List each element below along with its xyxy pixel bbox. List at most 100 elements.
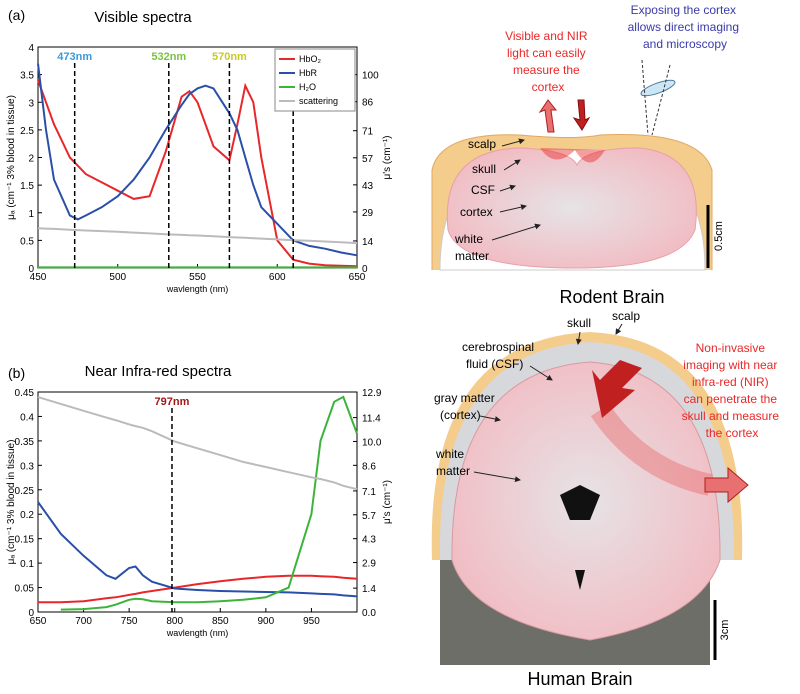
annotation-label: 797nm — [155, 396, 190, 408]
y2-tick-label: 10.0 — [362, 437, 382, 448]
y-tick-label: 0.4 — [20, 412, 34, 423]
y-tick-label: 0.3 — [20, 461, 34, 472]
y-tick-label: 0 — [28, 608, 34, 619]
scale-label: 3cm — [719, 620, 731, 641]
ventricle — [575, 570, 585, 590]
label: cerebrospinal — [462, 340, 534, 354]
note-blue: Exposing the cortex allows direct imagin… — [628, 3, 743, 51]
y-tick-label: 0 — [28, 264, 34, 275]
y-tick-label: 0.15 — [15, 535, 35, 546]
y-tick-label: 0.35 — [15, 437, 35, 448]
scale-label: 0.5cm — [713, 221, 725, 251]
x-tick-label: 850 — [212, 616, 229, 627]
note-line: cortex — [532, 80, 565, 94]
label: scalp — [468, 137, 496, 151]
note-line: and microscopy — [643, 37, 727, 51]
x-tick-label: 950 — [303, 616, 320, 627]
x-tick-label: 900 — [258, 616, 275, 627]
label: (cortex) — [440, 408, 481, 422]
y2-tick-label: 100 — [362, 71, 379, 82]
x-tick-label: 750 — [121, 616, 138, 627]
y-tick-label: 0.1 — [20, 559, 34, 570]
y-tick-label: 0.45 — [15, 388, 35, 399]
legend-label: H₂O — [299, 82, 316, 92]
y-axis-label: μₐ (cm⁻¹ 3% blood in tissue) — [6, 95, 17, 220]
y2-tick-label: 0 — [362, 264, 368, 275]
chart: (b) Near Infra-red spectra 650 700 750 800 850… — [6, 363, 393, 638]
legend-label: scattering — [299, 96, 338, 106]
note-line: the cortex — [706, 426, 759, 440]
light-path — [590, 403, 713, 496]
ventricle — [560, 485, 600, 520]
x-tick-label: 700 — [75, 616, 92, 627]
series-line — [37, 501, 358, 598]
x-axis-label: wavlength (nm) — [166, 628, 229, 638]
arrow-out — [538, 99, 558, 133]
y-tick-label: 1.5 — [20, 181, 34, 192]
chart-title: Near Infra-red spectra — [85, 363, 232, 380]
arrow-in — [572, 99, 591, 131]
label: cortex — [460, 205, 493, 219]
y-tick-label: 0.25 — [15, 486, 35, 497]
note-red: Visible and NIR light can easily measure… — [505, 29, 591, 94]
y-tick-label: 0.5 — [20, 236, 34, 247]
brain-shape — [446, 147, 697, 269]
y2-tick-label: 1.4 — [362, 584, 376, 595]
y-tick-label: 4 — [28, 43, 34, 54]
arrow-in — [592, 360, 642, 418]
label: skull — [472, 162, 496, 176]
panel-label: (a) — [8, 7, 25, 23]
note-red: Non-invasive imaging with near infra-red… — [682, 341, 783, 440]
note-line: light can easily — [507, 46, 586, 60]
label: matter — [436, 464, 470, 478]
x-tick-label: 600 — [269, 272, 286, 283]
note-line: infra-red (NIR) — [692, 375, 769, 389]
x-tick-label: 500 — [109, 272, 126, 283]
note-line: imaging with near — [683, 358, 777, 372]
y-tick-label: 3.5 — [20, 71, 34, 82]
y2-tick-label: 14 — [362, 237, 374, 248]
series-line — [38, 574, 358, 604]
label: scalp — [612, 309, 640, 323]
y2-tick-label: 5.7 — [362, 511, 376, 522]
rodent-diagram: 0.5cm Visible and NIR light can easily m… — [431, 3, 743, 307]
note-line: Non-invasive — [696, 341, 766, 355]
y2-tick-label: 86 — [362, 98, 374, 109]
y2-axis-label: μ's (cm⁻¹) — [382, 480, 393, 524]
panel-label: (b) — [8, 365, 25, 381]
label: matter — [455, 249, 489, 263]
lens — [640, 79, 676, 97]
beam — [641, 59, 649, 136]
y-tick-label: 1 — [28, 209, 34, 220]
y-tick-label: 2.5 — [20, 126, 34, 137]
note-line: measure the — [513, 63, 580, 77]
y2-axis-label: μ's (cm⁻¹) — [382, 135, 393, 179]
x-tick-label: 550 — [189, 272, 206, 283]
y2-tick-label: 11.4 — [362, 414, 381, 425]
note-line: Visible and NIR — [505, 29, 588, 43]
label: skull — [567, 316, 591, 330]
series-line — [37, 79, 358, 268]
y2-tick-label: 2.9 — [362, 559, 376, 570]
label: fluid (CSF) — [466, 357, 523, 371]
beam — [651, 64, 671, 136]
y-tick-label: 2 — [28, 154, 34, 165]
label: white — [435, 447, 464, 461]
annotation-label: 570nm — [212, 51, 247, 63]
label: gray matter — [434, 391, 495, 405]
y2-tick-label: 71 — [362, 127, 374, 138]
y-tick-label: 0.05 — [15, 584, 35, 595]
series-line — [37, 63, 358, 257]
x-tick-label: 650 — [30, 616, 47, 627]
human-diagram: 3cm Non-invasive imaging with near infra… — [431, 309, 783, 689]
x-tick-label: 650 — [349, 272, 366, 283]
x-tick-label: 800 — [166, 616, 183, 627]
y-axis-label: μₐ (cm⁻¹ 3% blood in tissue) — [6, 440, 17, 565]
y2-tick-label: 12.9 — [362, 388, 382, 399]
y2-tick-label: 43 — [362, 181, 374, 192]
diagram-title: Human Brain — [527, 669, 632, 689]
arrow-out — [704, 466, 749, 504]
note-line: allows direct imaging — [628, 20, 739, 34]
